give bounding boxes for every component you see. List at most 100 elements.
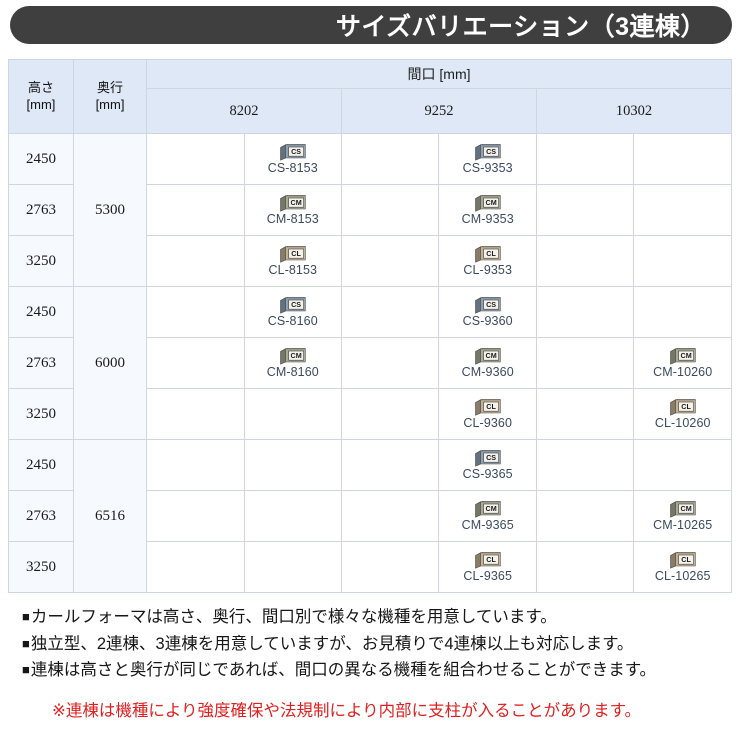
box-3d-shape: CS: [279, 296, 306, 314]
box-3d-shape: CS: [474, 143, 501, 161]
box-cl-icon: CL: [669, 551, 696, 569]
spacer-cell: [340, 439, 440, 491]
size-variation-table: 高さ [mm] 奥行 [mm] 間口 [mm] 8202 9252 10302 24…: [8, 59, 733, 593]
spacer-cell: [535, 490, 635, 542]
bullet-icon: ■: [22, 662, 30, 678]
model-code: CS-9365: [462, 466, 513, 481]
model-cell[interactable]: CL CL-8153: [243, 235, 343, 287]
model-cell-empty: [243, 388, 343, 440]
note-text: カールフォーマは高さ、奥行、間口別で様々な機種を用意しています。: [30, 608, 557, 626]
note-item: ■カールフォーマは高さ、奥行、間口別で様々な機種を用意しています。: [22, 604, 732, 631]
depth-label-line1: 奥行: [97, 80, 124, 96]
header-width-8202: 8202: [146, 88, 342, 134]
model-entry: CS CS-8153: [245, 143, 341, 175]
model-entry: CS CS-9365: [439, 449, 535, 481]
model-cell[interactable]: CS CS-9353: [438, 133, 537, 185]
spacer-cell: [146, 184, 245, 236]
model-entry: CM CM-10265: [634, 500, 731, 532]
table-row: 2450 6516 CS CS-9365: [8, 439, 732, 593]
model-cell[interactable]: CS CS-8153: [243, 133, 343, 185]
model-entry: CL CL-8153: [245, 245, 341, 277]
box-cm-icon: CM: [279, 347, 306, 365]
model-cell[interactable]: CM CM-9360: [438, 337, 537, 389]
bullet-icon: ■: [22, 609, 30, 624]
svg-text:CS: CS: [291, 147, 301, 156]
box-3d-shape: CM: [474, 347, 501, 365]
spacer-cell: [146, 439, 245, 491]
spacer-cell: [535, 286, 635, 338]
svg-text:CM: CM: [290, 351, 301, 360]
box-cl-icon: CL: [669, 398, 696, 416]
model-cell-empty: [633, 286, 732, 338]
table-head: 高さ [mm] 奥行 [mm] 間口 [mm] 8202 9252 10302: [8, 59, 733, 134]
model-cell[interactable]: CM CM-8153: [243, 184, 343, 236]
model-cell-empty: [633, 133, 732, 185]
depth-value-cell: 5300: [72, 133, 148, 287]
spacer-cell: [535, 235, 635, 287]
model-code: CL-10260: [654, 415, 711, 430]
model-cell[interactable]: CS CS-8160: [243, 286, 343, 338]
box-3d-shape: CL: [669, 551, 696, 569]
model-cell-empty: [633, 235, 732, 287]
model-entry: CM CM-9360: [439, 347, 535, 379]
model-cell[interactable]: CS CS-9365: [438, 439, 537, 491]
svg-text:CM: CM: [680, 504, 691, 513]
model-cell[interactable]: CL CL-9353: [438, 235, 537, 287]
model-entry: CL CL-9360: [439, 398, 535, 430]
model-cell[interactable]: CM CM-9353: [438, 184, 537, 236]
height-value-cell: 3250: [8, 235, 74, 287]
header-corner-depth: 奥行 [mm]: [72, 59, 148, 134]
svg-text:CM: CM: [485, 504, 496, 513]
box-3d-shape: CM: [279, 347, 306, 365]
page-title-banner: サイズバリエーション（3連棟）: [10, 6, 732, 44]
note-text: 連棟は高さと奥行が同じであれば、間口の異なる機種を組合わせることができます。: [30, 661, 657, 680]
model-code: CL-8153: [268, 262, 318, 277]
svg-text:CS: CS: [486, 300, 496, 309]
model-cell[interactable]: CL CL-10260: [633, 388, 732, 440]
model-code: CL-9353: [463, 262, 513, 277]
svg-text:CM: CM: [680, 351, 691, 360]
table-body: 2450 5300 CS CS-8153 CS CS-9353 2763 CM CM-8153 C…: [8, 133, 732, 593]
warning-note: ※連棟は機種により強度確保や法規制により内部に支柱が入ることがあります。: [52, 702, 642, 720]
model-cell[interactable]: CM CM-9365: [438, 490, 537, 542]
height-value-cell: 3250: [8, 541, 74, 593]
box-3d-shape: CM: [669, 347, 696, 365]
header-row-top: 高さ [mm] 奥行 [mm] 間口 [mm]: [8, 59, 732, 134]
model-cell-empty: [243, 490, 343, 542]
spacer-cell: [535, 541, 635, 593]
box-cl-icon: CL: [279, 245, 306, 263]
model-entry: CM CM-9365: [439, 500, 535, 532]
height-value-cell: 2763: [8, 337, 74, 389]
model-cell[interactable]: CS CS-9360: [438, 286, 537, 338]
model-cell[interactable]: CL CL-10265: [633, 541, 732, 593]
model-cell[interactable]: CM CM-10260: [633, 337, 732, 389]
model-cell[interactable]: CM CM-8160: [243, 337, 343, 389]
svg-text:CL: CL: [291, 249, 301, 258]
model-entry: CM CM-9353: [439, 194, 535, 226]
box-3d-shape: CL: [474, 245, 501, 263]
spacer-cell: [340, 541, 440, 593]
model-code: CM-9365: [461, 517, 514, 532]
svg-text:CM: CM: [290, 198, 301, 207]
svg-text:CM: CM: [485, 198, 496, 207]
model-code: CS-9353: [462, 160, 513, 175]
svg-text:CS: CS: [486, 147, 496, 156]
svg-text:CS: CS: [291, 300, 301, 309]
model-cell[interactable]: CL CL-9365: [438, 541, 537, 593]
box-cl-icon: CL: [474, 398, 501, 416]
model-code: CM-8153: [266, 211, 319, 226]
spacer-cell: [146, 235, 245, 287]
model-entry: CL CL-9365: [439, 551, 535, 583]
bullet-icon: ■: [22, 635, 30, 651]
height-value-cell: 2450: [8, 286, 74, 338]
box-3d-shape: CL: [669, 398, 696, 416]
model-entry: CL CL-9353: [439, 245, 535, 277]
height-label-line2: [mm]: [26, 96, 56, 112]
model-cell[interactable]: CM CM-10265: [633, 490, 732, 542]
note-item: ■連棟は高さと奥行が同じであれば、間口の異なる機種を組合わせることができます。: [22, 657, 732, 684]
box-cm-icon: CM: [669, 347, 696, 365]
box-3d-shape: CL: [279, 245, 306, 263]
model-cell-empty: [633, 184, 732, 236]
model-cell[interactable]: CL CL-9360: [438, 388, 537, 440]
box-cs-icon: CS: [474, 296, 501, 314]
